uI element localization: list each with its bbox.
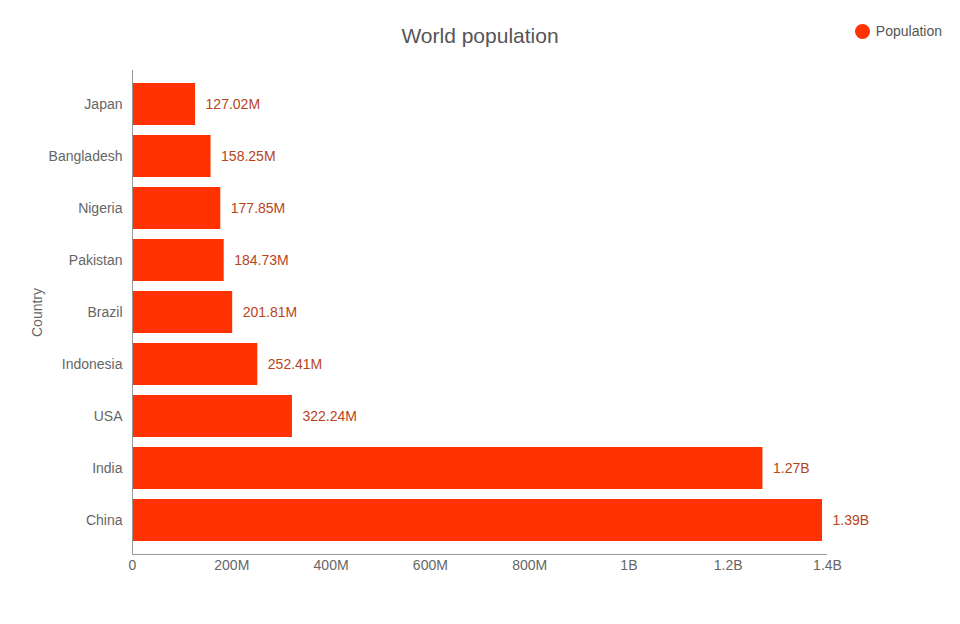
svg-text:252.41M: 252.41M <box>268 356 322 372</box>
svg-text:1B: 1B <box>620 557 637 573</box>
svg-text:Japan: Japan <box>84 96 122 112</box>
svg-text:Pakistan: Pakistan <box>69 252 123 268</box>
svg-text:Brazil: Brazil <box>87 304 122 320</box>
svg-text:184.73M: 184.73M <box>234 252 288 268</box>
svg-text:600M: 600M <box>413 557 448 573</box>
svg-text:322.24M: 322.24M <box>302 408 356 424</box>
html-text:Population: Population <box>875 23 942 39</box>
svg-text:0: 0 <box>129 557 137 573</box>
svg-text:200M: 200M <box>214 557 249 573</box>
svg-text:USA: USA <box>94 408 123 424</box>
svg-text:800M: 800M <box>512 557 547 573</box>
svg-text:177.85M: 177.85M <box>231 200 285 216</box>
svg-text:201.81M: 201.81M <box>243 304 297 320</box>
svg-text:Bangladesh: Bangladesh <box>49 148 123 164</box>
svg-text:1.4B: 1.4B <box>813 557 842 573</box>
svg-text:Indonesia: Indonesia <box>62 356 123 372</box>
svg-text:127.02M: 127.02M <box>206 96 260 112</box>
svg-text:158.25M: 158.25M <box>221 148 275 164</box>
svg-text:1.39B: 1.39B <box>833 512 870 528</box>
svg-text:Country: Country <box>29 288 45 337</box>
svg-text:400M: 400M <box>314 557 349 573</box>
svg-text:China: China <box>86 512 123 528</box>
svg-text:Nigeria: Nigeria <box>78 200 123 216</box>
svg-text:India: India <box>92 460 123 476</box>
svg-text:1.27B: 1.27B <box>773 460 810 476</box>
html-text:World population: World population <box>401 24 559 47</box>
svg-text:1.2B: 1.2B <box>714 557 743 573</box>
